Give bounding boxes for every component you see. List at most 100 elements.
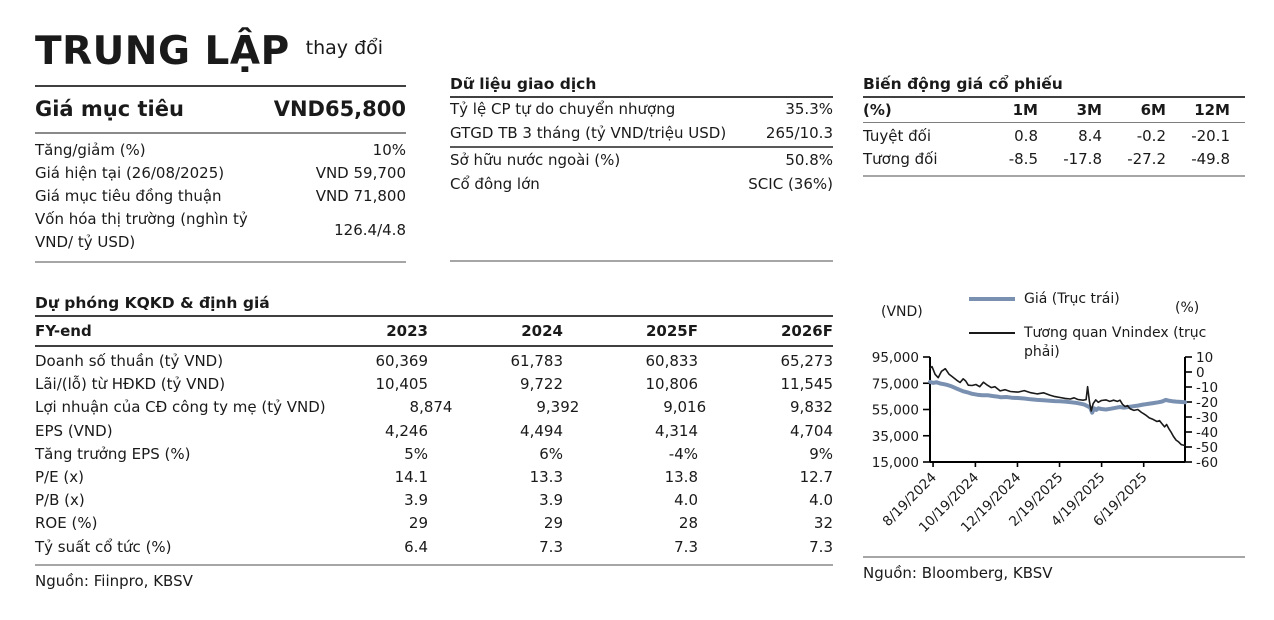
table-row: Giá mục tiêu đồng thuận VND 71,800 [35, 185, 406, 208]
cell-value: 7.3 [539, 537, 563, 556]
right-tick-label: 10 [1196, 350, 1213, 366]
cell-value: 8.4 [1078, 127, 1102, 145]
table-row: Doanh số thuần (tỷ VND) 60,369 61,783 60… [35, 350, 833, 373]
row-value: SCIC (36%) [748, 174, 833, 193]
row-label: Tăng/giảm (%) [35, 140, 146, 159]
column-header: 2025F [646, 322, 698, 340]
table-row: Tỷ lệ CP tự do chuyển nhượng 35.3% [450, 98, 833, 122]
row-label: Lợi nhuận của CĐ công ty mẹ (tỷ VND) [35, 398, 326, 417]
row-label: Lãi/(lỗ) từ HĐKD (tỷ VND) [35, 375, 226, 394]
target-price-row: Giá mục tiêu VND65,800 [35, 87, 406, 134]
row-label: P/E (x) [35, 468, 84, 487]
vnindex-correlation-line [929, 365, 1186, 447]
column-header: 2026F [781, 322, 833, 340]
cell-value: 0.8 [1014, 127, 1038, 145]
cell-value: -0.2 [1136, 127, 1166, 145]
price-chart-block: 95,000 75,000 55,000 35,000 15,000 10 0 -10 -20-… [863, 278, 1245, 558]
right-tick-label: 0 [1196, 365, 1205, 381]
row-label: Sở hữu nước ngoài (%) [450, 151, 621, 169]
table-row: GTGD TB 3 tháng (tỷ VND/triệu USD) 265/1… [450, 122, 833, 148]
row-label: Cổ đông lớn [450, 174, 540, 193]
column-header: 2024 [521, 322, 563, 340]
forecast-rows: Doanh số thuần (tỷ VND) 60,369 61,783 60… [35, 347, 833, 566]
table-row: Tăng/giảm (%) 10% [35, 139, 406, 162]
rating-title: TRUNG LẬP [35, 29, 290, 74]
cell-value: 13.3 [529, 468, 563, 487]
row-value: VND 59,700 [315, 163, 406, 182]
vnindex-line-swatch [969, 332, 1015, 334]
forecast-title: Dự phóng KQKD & định giá [35, 293, 833, 317]
cell-value: 28 [678, 514, 698, 533]
cell-value: 4.0 [809, 491, 833, 510]
row-label: P/B (x) [35, 491, 85, 510]
cell-value: 29 [408, 514, 428, 533]
cell-value: -17.8 [1063, 150, 1102, 168]
column-header: 2023 [386, 322, 428, 340]
table-row: EPS (VND) 4,246 4,494 4,314 4,704 [35, 420, 833, 443]
cell-value: 4.0 [674, 491, 698, 510]
cell-value: 11,545 [780, 375, 834, 394]
cell-value: 14.1 [394, 468, 428, 487]
legend-label: Tương quan Vnindex (trục phải) [1024, 325, 1207, 360]
left-axis-unit-label: (VND) [881, 304, 923, 320]
right-tick-label: -10 [1196, 380, 1218, 396]
right-tick-label: -60 [1196, 455, 1218, 471]
row-value: 10% [372, 140, 406, 159]
cell-value: 29 [543, 514, 563, 533]
cell-value: 5% [404, 444, 428, 463]
table-row: Lãi/(lỗ) từ HĐKD (tỷ VND) 10,405 9,722 1… [35, 373, 833, 396]
legend-item-price: Giá (Trục trái) [969, 290, 1120, 309]
trading-data-rows: Tỷ lệ CP tự do chuyển nhượng 35.3% GTGD … [450, 98, 833, 196]
legend-item-vnindex: Tương quan Vnindex (trục phải) [969, 324, 1220, 362]
column-header: 12M [1194, 101, 1230, 119]
cell-value: -27.2 [1127, 150, 1166, 168]
forecast-source: Nguồn: Fiinpro, KBSV [35, 571, 193, 590]
trading-data-title: Dữ liệu giao dịch [450, 74, 833, 98]
left-tick-label: 95,000 [872, 350, 919, 366]
row-value: 265/10.3 [765, 123, 833, 142]
table-row: P/B (x) 3.9 3.9 4.0 4.0 [35, 489, 833, 512]
forecast-header: FY-end 2023 2024 2025F 2026F [35, 317, 833, 347]
cell-value: 61,783 [510, 352, 564, 370]
left-tick-label: 55,000 [872, 403, 919, 419]
cell-value: -20.1 [1191, 127, 1230, 145]
target-info-rows: Tăng/giảm (%) 10% Giá hiện tại (26/08/20… [35, 134, 406, 263]
trading-data-block: Dữ liệu giao dịch Tỷ lệ CP tự do chuyển … [450, 74, 833, 262]
right-tick-label: -30 [1196, 410, 1218, 426]
target-price-value: VND65,800 [273, 97, 406, 122]
cell-value: -8.5 [1008, 150, 1038, 168]
price-movement-rows: Tuyệt đối 0.8 8.4 -0.2 -20.1 Tương đối -… [863, 123, 1245, 177]
cell-value: 8,874 [409, 398, 453, 417]
table-row: Sở hữu nước ngoài (%) 50.8% [450, 149, 833, 173]
cell-value: -4% [668, 444, 698, 463]
target-price-label: Giá mục tiêu [35, 97, 184, 122]
cell-value: 6% [539, 444, 563, 463]
cell-value: 7.3 [674, 537, 698, 556]
cell-value: -49.8 [1191, 150, 1230, 168]
cell-value: 6.4 [404, 537, 428, 556]
row-value: 35.3% [785, 100, 833, 118]
table-row: Tương đối -8.5 -17.8 -27.2 -49.8 [863, 148, 1230, 171]
row-value: 50.8% [785, 151, 833, 169]
cell-value: 12.7 [799, 468, 833, 487]
left-tick-label: 15,000 [872, 455, 919, 471]
forecast-valuation-block: Dự phóng KQKD & định giá FY-end 2023 202… [35, 293, 833, 592]
cell-value: 9,016 [663, 398, 707, 417]
left-tick-label: 35,000 [872, 429, 919, 445]
cell-value: 60,369 [375, 352, 429, 370]
price-movement-title: Biến động giá cổ phiếu [863, 74, 1245, 98]
price-line-swatch [969, 297, 1015, 301]
rating-title-row: TRUNG LẬP thay đổi [35, 24, 406, 87]
cell-value: 10,405 [375, 375, 429, 394]
legend-label: Giá (Trục trái) [1024, 291, 1120, 307]
row-label: Vốn hóa thị trường (nghìn tỷ VND/ tỷ USD… [35, 209, 248, 251]
right-tick-label: -20 [1196, 395, 1218, 411]
cell-value: 32 [813, 514, 833, 533]
price-movement-header: (%) 1M 3M 6M 12M [863, 98, 1245, 123]
column-header: 1M [1012, 101, 1038, 119]
row-label: Tỷ lệ CP tự do chuyển nhượng [450, 100, 676, 118]
row-value: 126.4/4.8 [334, 221, 406, 240]
cell-value: 10,806 [645, 375, 699, 394]
row-label: ROE (%) [35, 514, 98, 533]
